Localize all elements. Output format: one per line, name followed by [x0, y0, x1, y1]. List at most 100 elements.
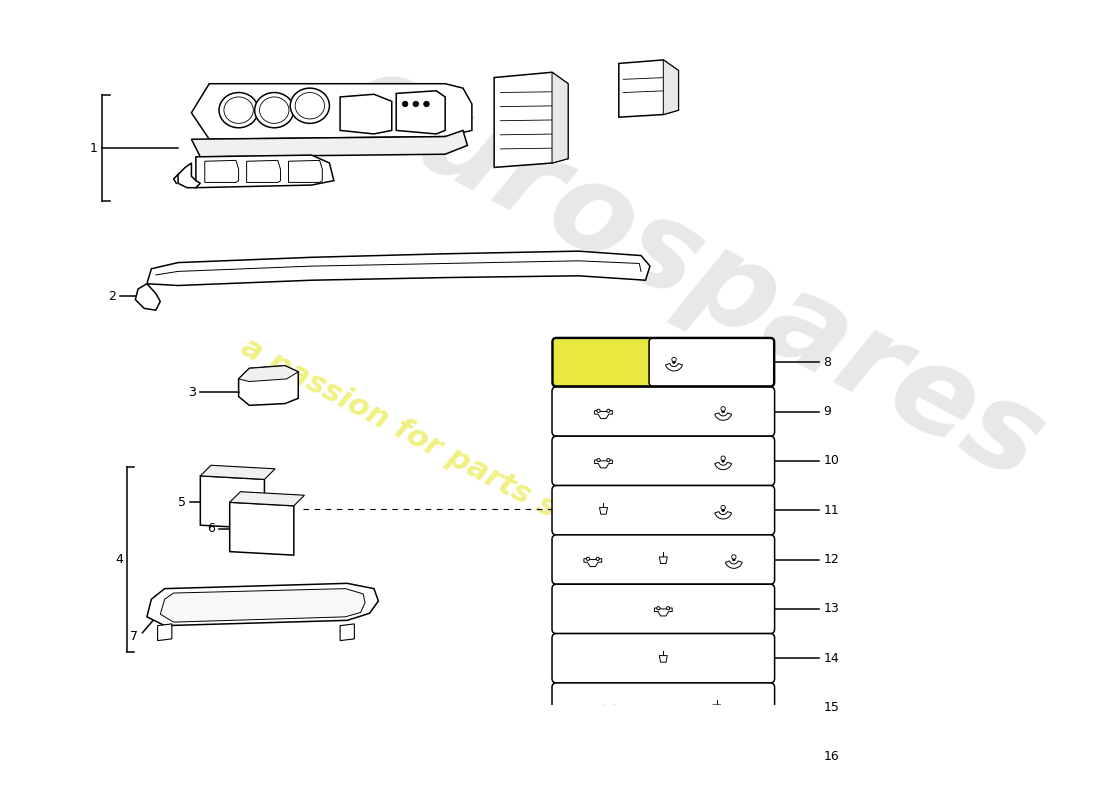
Ellipse shape: [260, 97, 289, 123]
Text: 10: 10: [824, 454, 839, 467]
Text: a passion for parts since 1985: a passion for parts since 1985: [235, 332, 708, 602]
Polygon shape: [239, 366, 298, 382]
Text: 11: 11: [824, 504, 839, 517]
Text: 1: 1: [90, 142, 98, 154]
Polygon shape: [595, 410, 613, 418]
Polygon shape: [552, 72, 568, 163]
Polygon shape: [584, 756, 602, 764]
Text: 8: 8: [824, 356, 832, 369]
Polygon shape: [396, 90, 446, 134]
Circle shape: [657, 606, 660, 610]
FancyBboxPatch shape: [552, 387, 774, 436]
FancyBboxPatch shape: [649, 338, 773, 386]
Ellipse shape: [219, 93, 258, 128]
Circle shape: [722, 509, 725, 511]
Polygon shape: [135, 284, 161, 310]
FancyBboxPatch shape: [553, 338, 657, 386]
Polygon shape: [659, 656, 668, 662]
Polygon shape: [239, 366, 298, 406]
Circle shape: [733, 558, 735, 561]
FancyBboxPatch shape: [552, 436, 774, 486]
Polygon shape: [178, 163, 200, 188]
Circle shape: [607, 410, 610, 412]
Circle shape: [667, 606, 670, 610]
Polygon shape: [288, 160, 322, 182]
Circle shape: [596, 558, 600, 561]
Polygon shape: [161, 589, 365, 622]
Text: 12: 12: [824, 553, 839, 566]
Polygon shape: [340, 624, 354, 641]
Polygon shape: [601, 706, 619, 714]
Ellipse shape: [224, 97, 253, 123]
FancyBboxPatch shape: [552, 782, 774, 800]
Text: 5: 5: [178, 496, 186, 509]
FancyBboxPatch shape: [552, 486, 774, 535]
Polygon shape: [584, 558, 602, 566]
Circle shape: [720, 456, 725, 461]
Circle shape: [720, 406, 725, 411]
Circle shape: [586, 558, 590, 561]
Circle shape: [672, 358, 676, 362]
Circle shape: [613, 706, 616, 709]
Text: 9: 9: [824, 405, 832, 418]
Polygon shape: [200, 466, 275, 479]
Polygon shape: [619, 60, 679, 117]
Circle shape: [403, 102, 408, 106]
Circle shape: [720, 506, 725, 510]
Polygon shape: [205, 160, 239, 182]
Circle shape: [607, 458, 610, 462]
Polygon shape: [659, 557, 668, 563]
Text: 15: 15: [824, 701, 839, 714]
Ellipse shape: [295, 93, 324, 119]
Polygon shape: [725, 561, 742, 568]
Polygon shape: [147, 583, 378, 626]
Polygon shape: [191, 84, 472, 139]
Text: 3: 3: [188, 386, 196, 398]
Polygon shape: [200, 476, 264, 529]
Circle shape: [732, 554, 736, 559]
Polygon shape: [600, 507, 607, 514]
Circle shape: [722, 410, 725, 413]
Circle shape: [586, 754, 590, 758]
Bar: [654, 753, 672, 762]
Polygon shape: [713, 705, 721, 711]
Polygon shape: [157, 624, 172, 641]
Polygon shape: [595, 460, 613, 468]
Circle shape: [722, 459, 725, 462]
Circle shape: [597, 410, 601, 412]
Polygon shape: [715, 462, 732, 470]
Polygon shape: [196, 155, 334, 188]
Ellipse shape: [254, 93, 294, 128]
Text: 13: 13: [824, 602, 839, 615]
Polygon shape: [191, 130, 468, 157]
Text: 2: 2: [108, 290, 115, 302]
Polygon shape: [715, 413, 732, 420]
Polygon shape: [715, 511, 732, 519]
Text: 4: 4: [116, 553, 123, 566]
Circle shape: [597, 458, 601, 462]
FancyBboxPatch shape: [552, 634, 774, 683]
Text: 16: 16: [824, 750, 839, 763]
Circle shape: [424, 102, 429, 106]
Polygon shape: [230, 492, 305, 506]
FancyBboxPatch shape: [552, 683, 774, 732]
Polygon shape: [729, 754, 738, 761]
Circle shape: [604, 706, 606, 709]
Circle shape: [673, 361, 675, 363]
Polygon shape: [246, 160, 280, 182]
Polygon shape: [340, 94, 392, 134]
Polygon shape: [654, 608, 672, 616]
Polygon shape: [663, 60, 679, 114]
Circle shape: [414, 102, 418, 106]
Circle shape: [596, 754, 600, 758]
Ellipse shape: [290, 88, 329, 123]
Text: 7: 7: [130, 630, 138, 642]
Text: eurospares: eurospares: [326, 40, 1063, 506]
Polygon shape: [147, 251, 650, 286]
Text: 6: 6: [208, 522, 216, 535]
Polygon shape: [666, 363, 682, 371]
Text: 14: 14: [824, 652, 839, 665]
FancyBboxPatch shape: [552, 732, 774, 782]
FancyBboxPatch shape: [552, 535, 774, 584]
Polygon shape: [230, 502, 294, 555]
